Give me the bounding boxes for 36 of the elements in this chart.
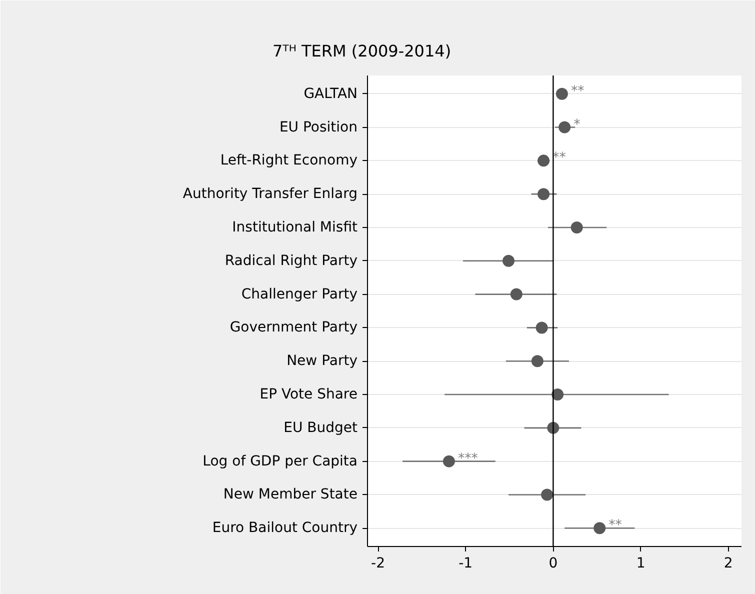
- y-tick-label: Left-Right Economy: [220, 152, 358, 169]
- y-tick-label: GALTAN: [304, 86, 358, 102]
- y-tick-label: New Party: [286, 353, 358, 370]
- y-tick-label: Government Party: [230, 320, 358, 336]
- y-tick-label: Radical Right Party: [224, 252, 358, 269]
- y-tick-label: EU Budget: [284, 420, 358, 436]
- chart-title: 7ᵀᴴ TERM (2009-2014): [272, 42, 452, 60]
- point: [538, 188, 550, 200]
- point: [502, 254, 515, 267]
- point: [594, 522, 606, 534]
- point: [531, 355, 544, 368]
- point: [556, 88, 568, 100]
- point: [510, 288, 522, 300]
- point: [442, 455, 455, 468]
- point: [541, 488, 554, 501]
- x-tick-label: -2: [371, 556, 385, 572]
- y-tick-label: EU Position: [279, 119, 358, 136]
- y-tick-label: Log of GDP per Capita: [202, 453, 358, 470]
- point: [536, 322, 548, 334]
- point: [570, 222, 583, 234]
- annotation: *: [574, 117, 581, 132]
- x-tick-label: -1: [458, 556, 473, 572]
- y-tick-label: Euro Bailout Country: [212, 520, 358, 536]
- annotation: **: [608, 518, 622, 534]
- x-tick-label: 0: [548, 556, 558, 572]
- point: [538, 154, 550, 167]
- y-tick-label: EP Vote Share: [260, 386, 358, 403]
- y-tick-label: New Member State: [223, 486, 358, 503]
- x-tick-label: 2: [724, 556, 733, 572]
- y-tick-label: Institutional Misfit: [232, 219, 358, 236]
- x-tick-label: 1: [636, 556, 646, 572]
- point: [558, 121, 571, 134]
- y-tick-label: Challenger Party: [241, 286, 358, 302]
- y-tick-label: Authority Transfer Enlarg: [182, 186, 358, 202]
- annotation: **: [570, 84, 585, 99]
- annotation: ***: [458, 451, 478, 466]
